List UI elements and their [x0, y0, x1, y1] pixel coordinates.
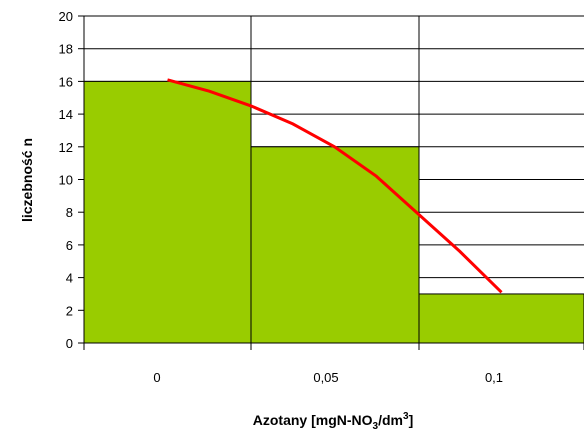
y-tick-label: 10: [59, 173, 73, 188]
y-tick-label: 14: [59, 107, 73, 122]
y-axis-title: liczebność n: [19, 138, 35, 222]
x-axis-ticks: 0 0,05 0,1: [83, 343, 584, 385]
bar-0: [83, 80, 252, 344]
bar-2: [418, 293, 584, 344]
x-tick-label: 0: [153, 370, 160, 385]
y-tick-label: 12: [59, 140, 73, 155]
bar-1: [250, 146, 420, 344]
plot-area: [83, 15, 584, 344]
y-tick-label: 6: [66, 238, 73, 253]
y-tick-label: 4: [66, 271, 73, 286]
y-tick-label: 8: [66, 205, 73, 220]
x-axis-title: Azotany [mgN-NO3/dm3]: [253, 411, 413, 432]
y-axis-ticks: 0 2 4 6 8 10 12 14 16 18 20: [59, 9, 84, 351]
fitted-curve-line: [167, 78, 503, 294]
y-tick-label: 18: [59, 42, 73, 57]
y-tick-label: 0: [66, 336, 73, 351]
x-tick-label: 0,05: [313, 370, 338, 385]
y-tick-label: 20: [59, 9, 73, 24]
x-tick-label: 0,1: [485, 370, 503, 385]
y-tick-label: 16: [59, 74, 73, 89]
y-tick-label: 2: [66, 303, 73, 318]
